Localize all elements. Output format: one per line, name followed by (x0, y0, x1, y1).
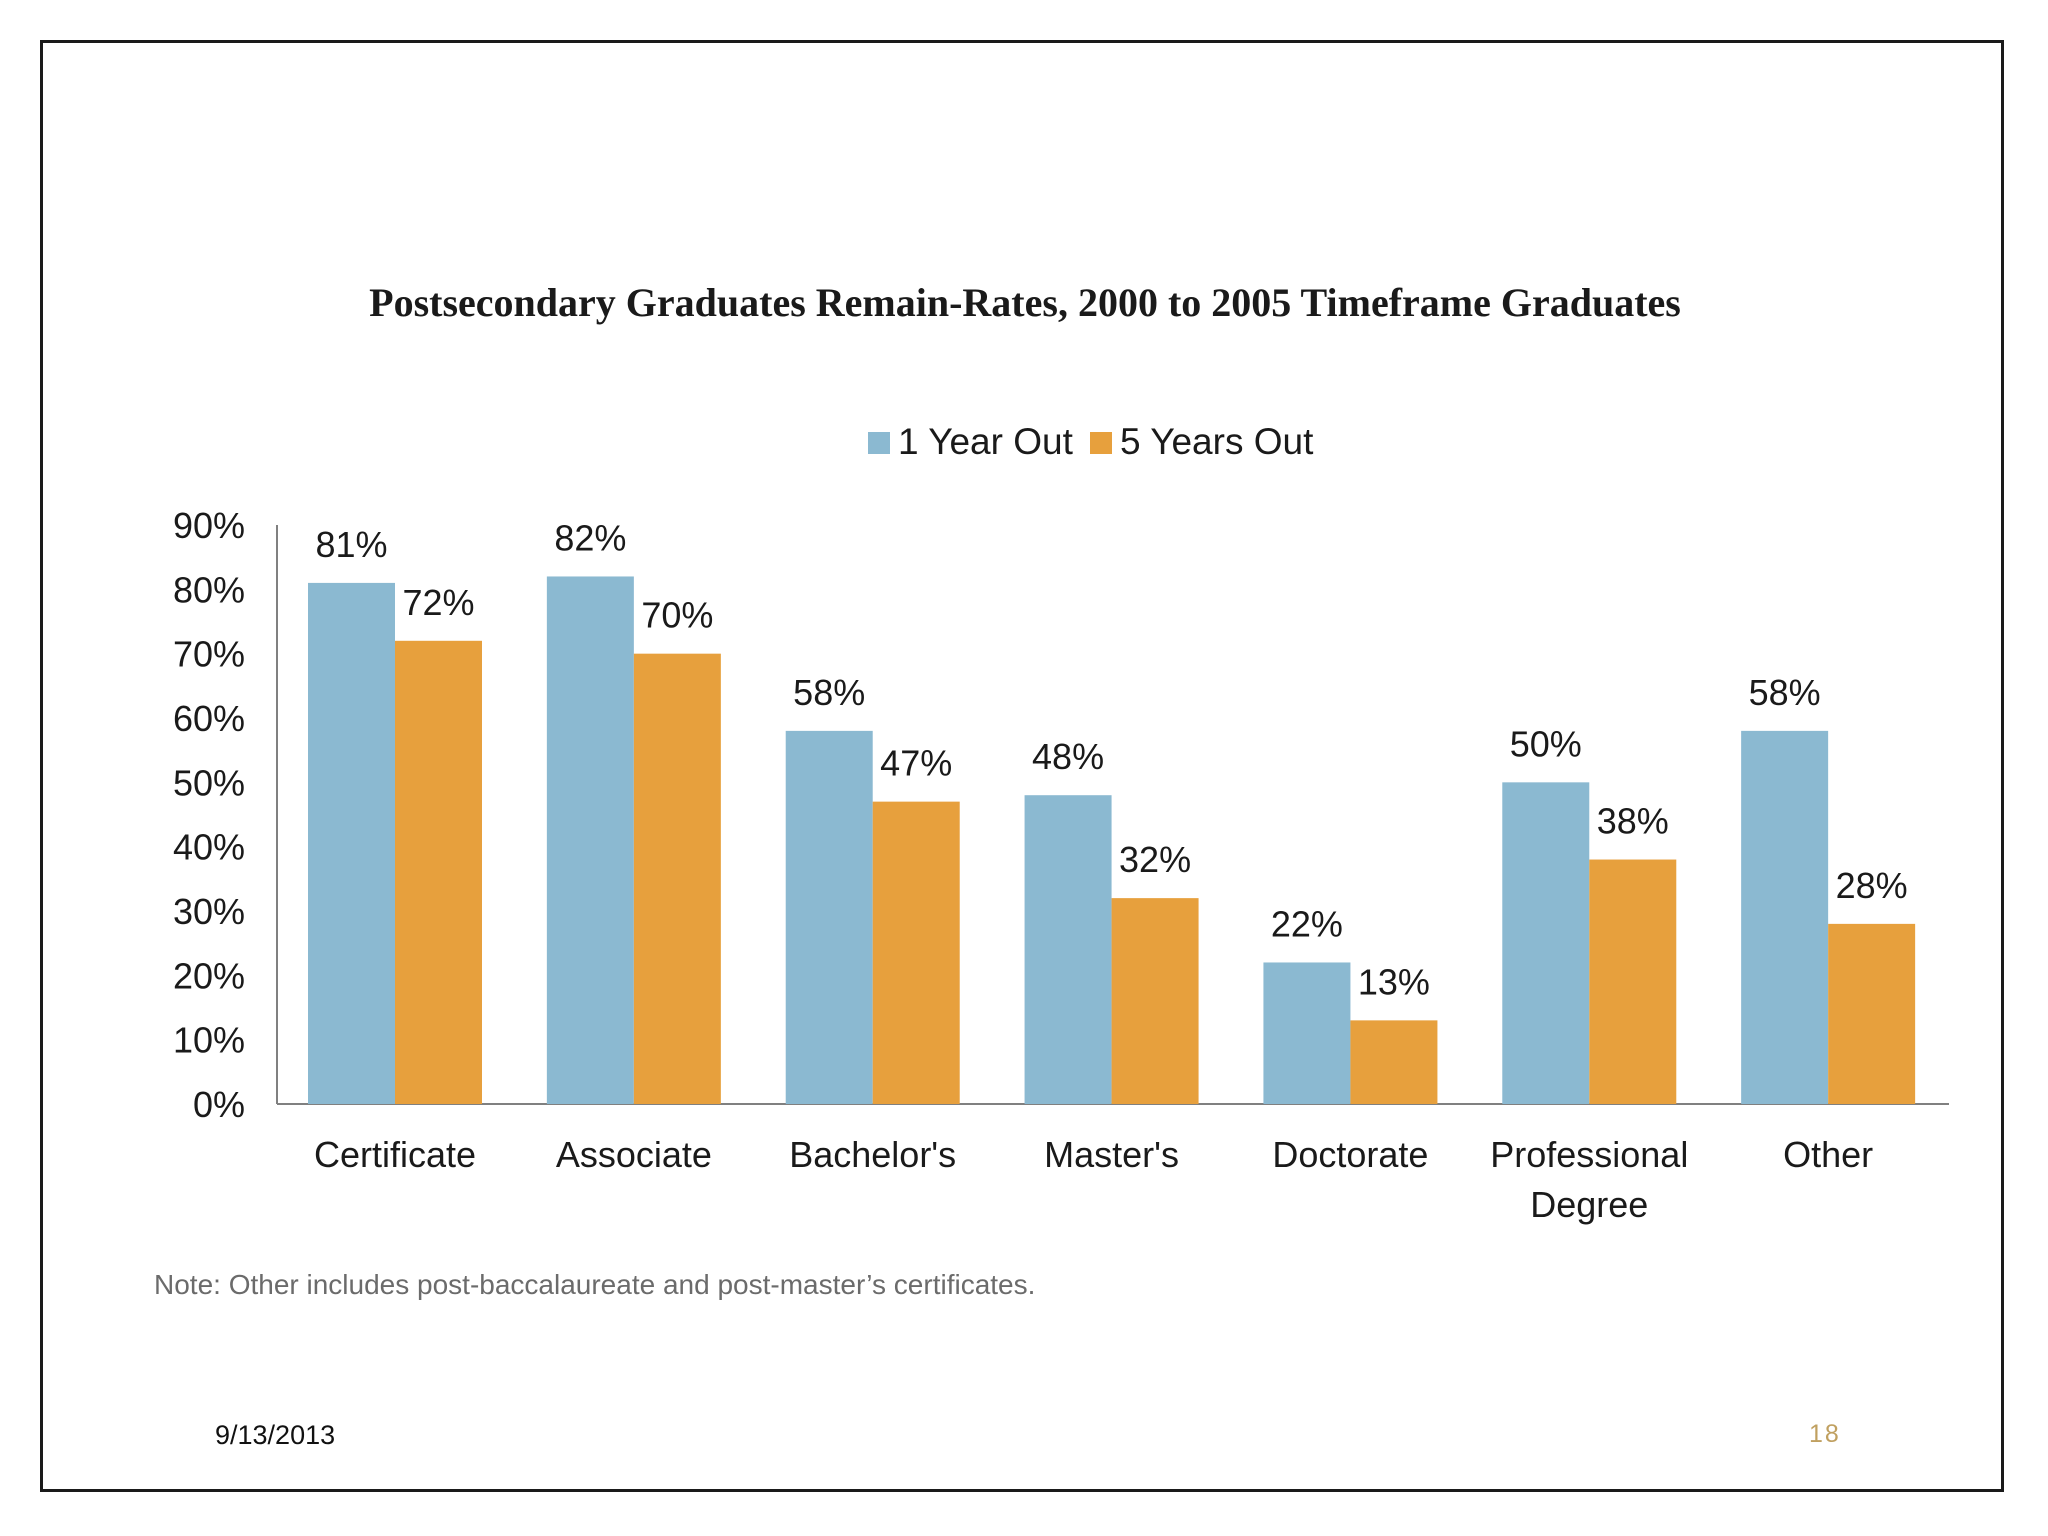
y-tick-label: 50% (173, 762, 245, 803)
bar-5-years-out (395, 640, 482, 1104)
x-tick-label: Certificate (314, 1134, 476, 1175)
legend-label-5-years-out: 5 Years Out (1120, 421, 1314, 462)
data-label: 81% (315, 524, 387, 565)
y-tick-label: 60% (173, 698, 245, 739)
legend-label-1-year-out: 1 Year Out (898, 421, 1074, 462)
chart-title: Postsecondary Graduates Remain-Rates, 20… (369, 280, 1681, 325)
bar-5-years-out (872, 801, 960, 1104)
bar-5-years-out (1350, 1020, 1438, 1104)
y-tick-label: 70% (173, 634, 245, 675)
y-tick-label: 80% (173, 569, 245, 610)
x-tick-label: Other (1783, 1134, 1873, 1175)
bar-1-year-out (785, 730, 873, 1104)
x-tick-label: Master's (1044, 1134, 1179, 1175)
y-tick-label: 30% (173, 891, 245, 932)
chart: Postsecondary Graduates Remain-Rates, 20… (154, 280, 1949, 1300)
slide: Postsecondary Graduates Remain-Rates, 20… (40, 40, 2004, 1492)
y-tick-label: 10% (173, 1020, 245, 1061)
bar-5-years-out (1589, 859, 1677, 1104)
y-tick-label: 20% (173, 955, 245, 996)
data-label: 58% (793, 672, 865, 713)
legend-swatch-1-year-out (868, 432, 890, 454)
y-tick-label: 40% (173, 827, 245, 868)
bar-1-year-out (308, 582, 395, 1104)
y-tick-label: 90% (173, 505, 245, 546)
bar-1-year-out (546, 576, 634, 1104)
data-label: 82% (554, 517, 626, 558)
data-label: 48% (1032, 736, 1104, 777)
x-tick-label: Degree (1530, 1184, 1648, 1225)
data-label: 32% (1119, 839, 1191, 880)
footer-date: 9/13/2013 (215, 1420, 336, 1450)
x-tick-label: Professional (1490, 1134, 1688, 1175)
chart-legend: 1 Year Out 5 Years Out (868, 421, 1314, 462)
data-label: 50% (1510, 723, 1582, 764)
x-tick-label: Associate (556, 1134, 712, 1175)
chart-bars (308, 576, 1916, 1104)
legend-swatch-5-years-out (1090, 432, 1112, 454)
data-label: 28% (1836, 865, 1908, 906)
data-label: 58% (1749, 672, 1821, 713)
bar-1-year-out (1263, 962, 1351, 1104)
y-tick-label: 0% (193, 1084, 245, 1125)
data-label: 47% (880, 743, 952, 784)
chart-data-labels: 81% 82% 58% 48% 22% 50% 58% 72% 70% 47% 32% 13% 38% 2… (315, 517, 1907, 1002)
data-label: 38% (1597, 801, 1669, 842)
x-tick-label: Doctorate (1272, 1134, 1428, 1175)
bar-1-year-out (1741, 730, 1829, 1104)
data-label: 72% (402, 582, 474, 623)
footer-page-number: 18 (1809, 1420, 1841, 1448)
bar-5-years-out (1111, 898, 1199, 1104)
bar-1-year-out (1024, 795, 1112, 1104)
chart-axes: 0% 10% 20% 30% 40% 50% 60% 70% 80% 90% Certificate… (173, 505, 1949, 1225)
bar-1-year-out (1502, 782, 1590, 1104)
x-tick-label: Bachelor's (789, 1134, 956, 1175)
bar-5-years-out (1828, 923, 1916, 1104)
data-label: 22% (1271, 903, 1343, 944)
data-label: 13% (1358, 961, 1430, 1002)
chart-note: Note: Other includes post-baccalaureate … (154, 1269, 1035, 1300)
bar-5-years-out (633, 653, 721, 1104)
data-label: 70% (641, 595, 713, 636)
